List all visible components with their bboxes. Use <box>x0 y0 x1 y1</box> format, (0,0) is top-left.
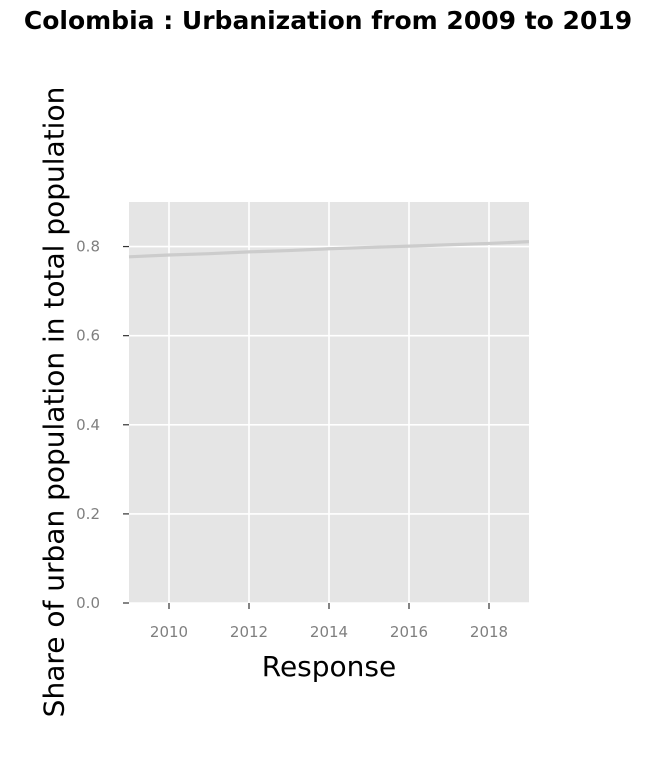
x-tick-label: 2018 <box>470 623 508 641</box>
axes: 2010 2012 2014 2016 2018 0.0 0.2 0.4 0.6 0.8 <box>76 238 508 641</box>
y-tick-label: 0.4 <box>76 416 100 434</box>
y-tick-label: 0.8 <box>76 238 100 256</box>
series-layer <box>128 240 530 259</box>
grid-lines <box>129 202 529 604</box>
x-tick-label: 2014 <box>310 623 348 641</box>
x-tick-label: 2016 <box>390 623 428 641</box>
x-axis-title: Response <box>262 650 396 683</box>
x-tick-label: 2012 <box>230 623 268 641</box>
y-tick-label: 0.2 <box>76 505 100 523</box>
y-tick-label: 0.6 <box>76 327 100 345</box>
series-line <box>128 240 530 259</box>
y-axis-title: Share of urban population in total popul… <box>38 87 71 718</box>
chart-title: Colombia : Urbanization from 2009 to 201… <box>23 6 633 35</box>
x-tick-label: 2010 <box>150 623 188 641</box>
y-tick-label: 0.0 <box>76 594 100 612</box>
